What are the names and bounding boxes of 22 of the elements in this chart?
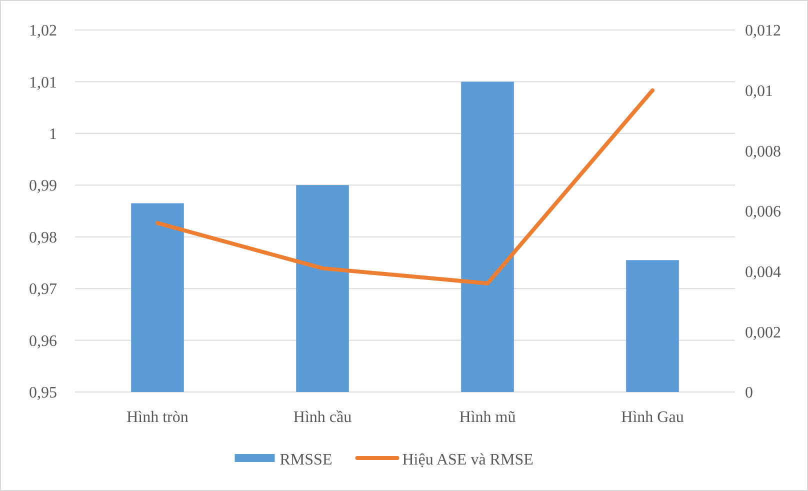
y-tick-label: 0,95 <box>29 384 57 402</box>
x-tick-label: Hình Gau <box>621 409 684 426</box>
y-tick-label: 1 <box>49 126 57 144</box>
y2-tick-label: 0,008 <box>745 143 781 160</box>
y2-tick-label: 0 <box>745 384 753 402</box>
y2-tick-label: 0,004 <box>745 264 781 281</box>
y-tick-label: 0,98 <box>29 229 57 246</box>
y-tick-label: 0,97 <box>29 281 57 298</box>
y2-tick-label: 0,006 <box>745 204 781 221</box>
x-tick-label: Hình mũ <box>459 409 516 426</box>
y2-tick-label: 0,002 <box>745 324 781 342</box>
x-tick-label: Hình cầu <box>293 409 352 426</box>
y-tick-label: 0,96 <box>29 332 57 350</box>
y-tick-label: 1,01 <box>29 74 57 92</box>
line-series <box>156 88 654 286</box>
legend-label: RMSSE <box>280 452 332 469</box>
y2-tick-label: 0,01 <box>745 82 773 100</box>
legend-label: Hiệu ASE và RMSE <box>402 452 534 469</box>
y-tick-label: 0,99 <box>29 178 57 195</box>
x-tick-label: Hình tròn <box>126 409 188 426</box>
y-tick-label: 1,02 <box>29 22 57 40</box>
y2-tick-label: 0,012 <box>745 22 781 40</box>
